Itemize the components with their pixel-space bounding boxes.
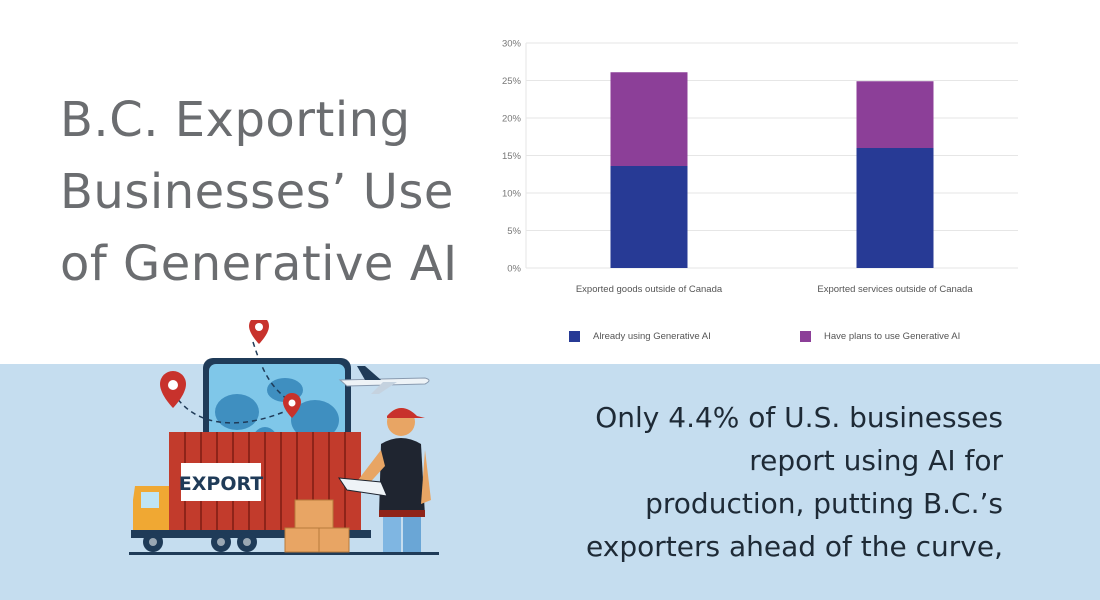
- location-pin-icon: [249, 320, 269, 344]
- y-tick-label: 5%: [507, 226, 521, 237]
- legend-label: Already using Generative AI: [593, 331, 711, 342]
- x-tick-label: Exported goods outside of Canada: [576, 284, 723, 295]
- location-pin-icon: [283, 393, 301, 418]
- y-tick-label: 20%: [502, 114, 522, 125]
- callout-line: Only 4.4% of U.S. businesses: [595, 401, 1003, 434]
- y-tick-label: 10%: [502, 189, 522, 200]
- callout-line: report using AI for: [749, 444, 1003, 477]
- page-title: B.C. Exporting Businesses’ Use of Genera…: [60, 84, 480, 300]
- bar-segment: [610, 72, 688, 166]
- chart-grid: [525, 42, 1018, 269]
- bar-segment: [610, 166, 688, 268]
- y-tick-label: 15%: [502, 151, 522, 162]
- callout-line: exporters ahead of the curve,: [586, 530, 1003, 563]
- export-truck-illustration: EXPORT: [129, 320, 439, 555]
- x-tick-label: Exported services outside of Canada: [817, 284, 973, 295]
- title-line: Businesses’ Use: [60, 164, 454, 220]
- chart-bars: [610, 72, 934, 268]
- bar-segment: [856, 148, 934, 268]
- y-tick-label: 30%: [502, 39, 522, 50]
- y-tick-label: 0%: [507, 264, 521, 275]
- cardboard-boxes-icon: [284, 499, 350, 553]
- callout-line: production, putting B.C.’s: [645, 487, 1003, 520]
- bar-segment: [856, 81, 934, 148]
- chart-axis-labels: 0% 5% 10% 15% 20% 25% 30% Exported goods outsid…: [502, 39, 973, 296]
- callout-text: Only 4.4% of U.S. businesses report usin…: [543, 396, 1003, 568]
- title-line: of Generative AI: [60, 236, 458, 292]
- legend-swatch: [800, 331, 811, 342]
- title-line: B.C. Exporting: [60, 92, 411, 148]
- chart-legend: Already using Generative AI Have plans to…: [569, 331, 960, 342]
- airplane-icon: [338, 366, 430, 394]
- y-tick-label: 25%: [502, 76, 522, 87]
- legend-swatch: [569, 331, 580, 342]
- location-pin-icon: [160, 371, 186, 408]
- legend-label: Have plans to use Generative AI: [824, 331, 960, 342]
- worker-icon: [338, 408, 431, 552]
- stacked-bar-chart: 0% 5% 10% 15% 20% 25% 30% Exported goods outsid…: [502, 39, 1018, 342]
- export-sign-label: EXPORT: [179, 473, 263, 495]
